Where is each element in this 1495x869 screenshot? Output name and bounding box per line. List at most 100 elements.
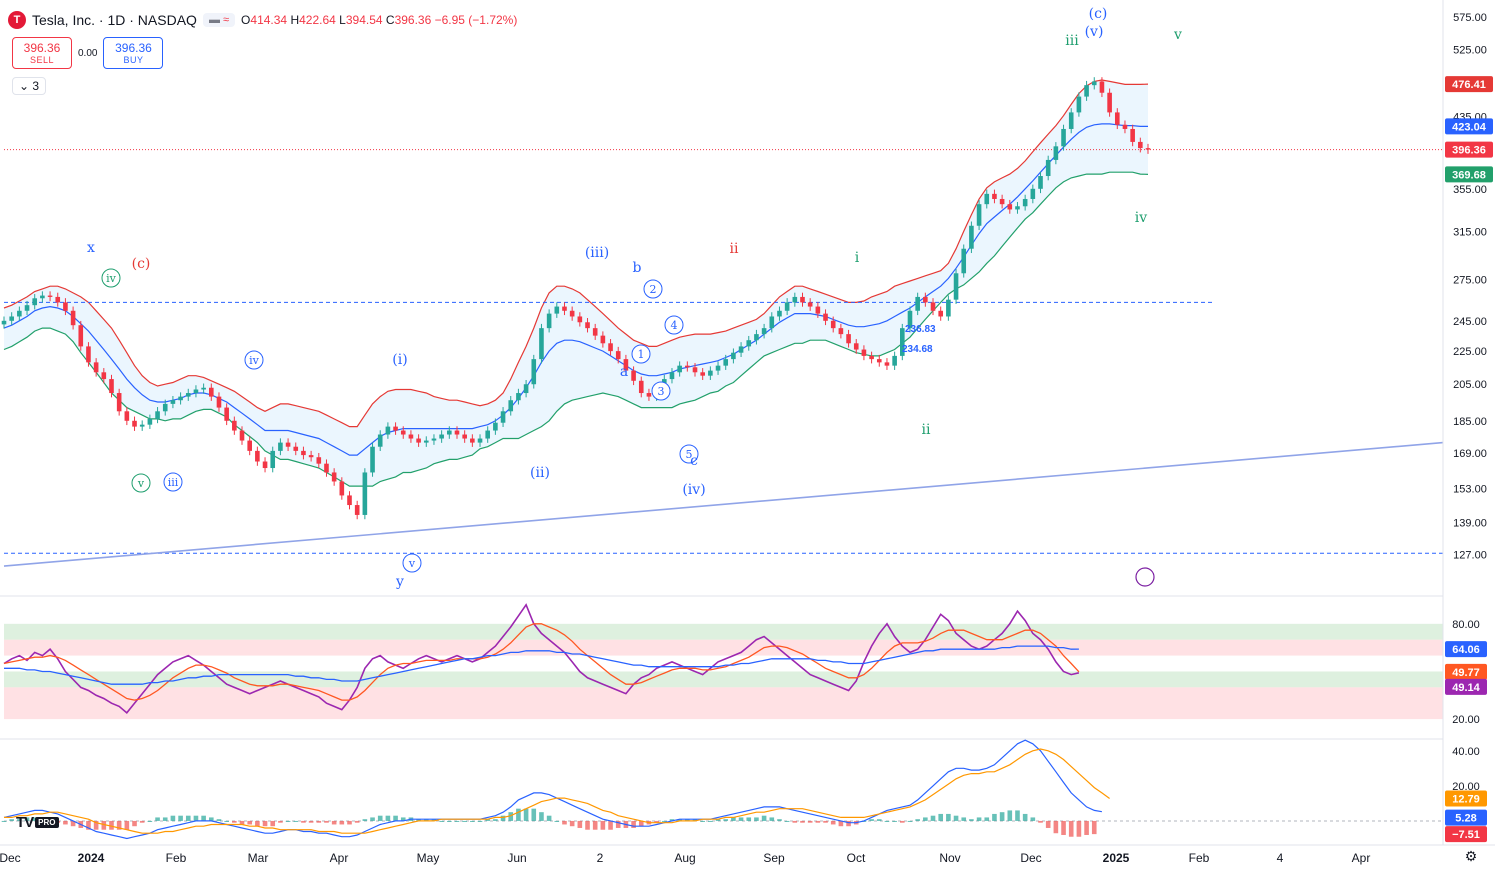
candle [1076,96,1082,113]
macd-histogram-bar [884,820,890,822]
macd-histogram-bar [807,820,813,823]
time-tick-label: Oct [847,851,866,865]
price-badge-label: 369.68 [1452,169,1486,181]
candle [592,328,598,336]
price-tick-label: 315.00 [1453,226,1487,238]
candle [239,430,245,441]
candle [777,310,782,317]
macd-tick-label: 40.00 [1452,746,1480,758]
candle [615,351,621,360]
macd-histogram-bar [162,817,168,821]
sell-button[interactable]: 396.36 SELL [12,37,72,69]
macd-histogram-bar [493,819,498,821]
candle [999,198,1005,205]
macd-histogram-bar [331,820,337,825]
macd-histogram-bar [1084,820,1089,835]
macd-histogram-bar [247,820,252,825]
candle [1138,141,1143,149]
candle [9,316,14,321]
macd-histogram-bar [1007,810,1013,821]
macd-histogram-bar [477,820,483,822]
candle [500,411,506,423]
candle [1038,176,1043,189]
macd-histogram-bar [915,819,920,821]
macd-histogram-bar [155,817,160,821]
candle [193,389,199,394]
macd-histogram-bar [892,820,897,822]
macd-histogram-bar [86,820,91,830]
candle [439,434,444,439]
macd-histogram-bar [377,815,383,821]
candle [354,505,360,515]
gear-icon[interactable]: ⚙ [1464,848,1478,864]
macd-histogram-bar [393,815,398,821]
candle [362,472,368,515]
candle [47,295,53,297]
sell-price: 396.36 [23,41,61,55]
macd-histogram-bar [1045,820,1051,828]
candle [923,296,928,303]
candle [262,461,268,469]
macd-histogram-bar [1030,817,1036,821]
candle [201,387,206,390]
candle [961,248,967,274]
macd-histogram-bar [1061,820,1066,835]
macd-histogram-bar [400,817,406,821]
wave-label: ii [922,422,931,438]
buy-button[interactable]: 396.36 BUY [103,37,164,69]
macd-histogram-bar [907,820,913,822]
macd-histogram-bar [738,817,744,821]
candle [1022,198,1028,207]
dash-icon: ▬ [208,14,220,26]
indicators-toggle[interactable]: ⌄ 3 [12,77,47,95]
macd-histogram-bar [132,820,137,827]
candle [869,355,874,360]
macd-histogram-bar [830,820,836,825]
rsi-badge [1445,678,1487,695]
candle [838,328,844,335]
price-badge [1445,76,1493,93]
wave-label-circle [101,268,121,288]
wave-label-circle [163,472,183,492]
candle [408,434,414,439]
candle [270,450,276,469]
macd-histogram-bar [285,820,291,822]
macd-histogram-bar [523,808,529,821]
candle [331,472,337,482]
macd-histogram-bar [615,820,621,828]
time-tick-label: Dec [0,851,21,865]
chart-type-toggle[interactable]: ▬ ≈ [202,13,236,27]
macd-histogram-bar [101,820,107,830]
macd-histogram-bar [731,817,736,821]
time-tick-label: Dec [1020,851,1041,865]
macd-histogram-bar [876,819,882,821]
candle [677,365,682,373]
candle [800,296,805,303]
candle [255,450,260,462]
macd-histogram-bar [746,817,752,821]
time-tick-label: Nov [939,851,960,865]
candle [40,295,45,299]
macd-histogram-bar [339,820,345,825]
rsi-upper-zone [4,639,1443,656]
candle [247,440,252,451]
candle [477,438,483,443]
macd-histogram-bar [923,817,928,821]
candle [508,400,514,412]
wave-label: (ii) [530,465,550,481]
tradingview-logo[interactable]: TV PRO [16,814,59,831]
macd-histogram-bar [669,819,675,821]
candle [1015,206,1020,210]
rsi-overbought-zone [4,623,1443,640]
symbol-title[interactable]: Tesla, Inc. · 1D · NASDAQ [32,12,197,28]
wave-label: (c) [132,256,151,272]
macd-histogram-bar [423,819,429,821]
candle [876,359,882,363]
candle [554,306,560,314]
candle [278,442,283,451]
price-tick-label: 525.00 [1453,45,1487,57]
wave-label: 1 [638,348,645,361]
wave-label: b [633,260,642,276]
